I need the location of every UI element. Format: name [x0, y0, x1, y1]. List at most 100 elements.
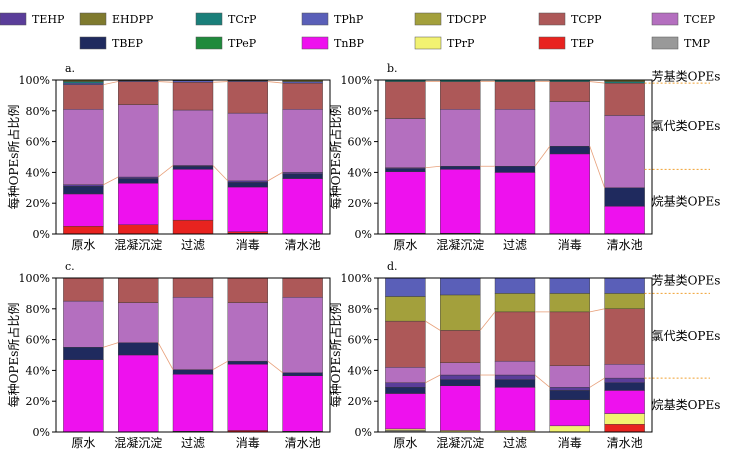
bar-segment-TCrP [63, 81, 104, 84]
x-category-label: 清水池 [285, 238, 321, 252]
bar-过滤 [494, 79, 536, 235]
connector-line [212, 81, 228, 83]
bar-清水池 [604, 79, 645, 235]
bar-segment-TCEP [549, 101, 590, 147]
bar-segment-TBEP [385, 387, 426, 394]
plot-frame [377, 79, 653, 235]
connector-line [534, 374, 551, 388]
y-tick-label: 60% [348, 334, 372, 347]
bar-segment-TEP [63, 226, 104, 235]
legend-item: TPeP [195, 36, 257, 50]
y-axis-label: 每种OPEs所占比例 [328, 303, 343, 408]
bar-原水 [63, 79, 104, 235]
legend: EHDPP TCrP TPhP TDCPP TCPP TCEP TEHP TBEP TPeP Tn… [0, 12, 716, 50]
legend-swatch [538, 36, 566, 50]
bar-segment-TBEP [117, 178, 159, 184]
x-category-label: 过滤 [503, 238, 527, 252]
panel-letter: b. [387, 62, 398, 75]
bar-segment-TEHP [63, 184, 104, 187]
x-category-label: 混凝沉淀 [436, 237, 484, 252]
bar-segment-TnBP [282, 375, 323, 432]
y-tick-label: 40% [348, 166, 372, 179]
x-category-label: 过滤 [181, 436, 205, 450]
bar-segment-TBEP [282, 372, 323, 376]
bar-segment-TnBP [604, 390, 645, 414]
x-category-label: 原水 [393, 238, 417, 252]
bar-segment-TnBP [117, 182, 159, 225]
x-category-label: 原水 [393, 436, 417, 450]
connector-line [589, 308, 605, 313]
connector-line [267, 360, 283, 374]
bar-消毒 [549, 277, 590, 433]
y-tick-label: 80% [26, 105, 50, 118]
legend-label: TCrP [228, 13, 257, 26]
bar-混凝沉淀 [440, 79, 481, 235]
legend-item: TnBP [301, 36, 365, 50]
bar-消毒 [227, 277, 269, 433]
connector-line [103, 81, 119, 86]
bar-segment-TCPP [117, 81, 159, 105]
legend-label: TnBP [334, 37, 365, 50]
bar-segment-TnBP [172, 169, 214, 221]
legend-label: EHDPP [112, 13, 154, 26]
bar-segment-TBEP [604, 187, 645, 207]
legend-label: TPhP [334, 13, 364, 26]
bar-segment-TCEP [385, 118, 426, 168]
legend-item: TCEP [651, 12, 716, 26]
connector-line [157, 342, 174, 370]
connector-line [589, 377, 605, 388]
bar-segment-TEP [227, 231, 269, 234]
connector-line [212, 360, 228, 370]
legend-item: TEP [538, 36, 594, 50]
bar-segment-TEHP [549, 387, 590, 391]
group-label-chlorinated: 氯代类OPEs [652, 329, 721, 343]
y-tick-label: 40% [26, 364, 50, 377]
legend-item: EHDPP [79, 12, 154, 26]
bar-segment-TnBP [549, 153, 590, 235]
legend-label: TPeP [228, 37, 257, 50]
bar-segment-TPhP [63, 82, 104, 85]
bar-segment-TCEP [227, 302, 269, 362]
legend-swatch [301, 36, 329, 50]
bar-segment-TnBP [494, 387, 536, 431]
bar-segment-TCEP [63, 109, 104, 185]
legend-item: TEHP [0, 12, 65, 26]
bar-segment-TCPP [172, 82, 214, 111]
y-axis-label: 每种OPEs所占比例 [6, 303, 21, 408]
legend-swatch [651, 36, 679, 50]
legend-swatch [538, 12, 566, 26]
bar-segment-TnBP [494, 172, 536, 235]
bar-segment-TDCPP [385, 296, 426, 322]
plot-frame [55, 79, 331, 235]
y-axis-label: 每种OPEs所占比例 [6, 105, 21, 210]
legend-item: TMP [651, 36, 711, 50]
connector-line [158, 81, 174, 83]
bar-segment-TBEP [227, 360, 269, 365]
bar-segment-TCPP [282, 82, 323, 110]
connector-line [479, 311, 496, 331]
legend-swatch [79, 36, 107, 50]
bar-segment-TCEP [549, 365, 590, 388]
legend-label: TDCPP [447, 13, 487, 26]
bar-segment-TCEP [385, 367, 426, 383]
bar-segment-TCrP [604, 81, 645, 84]
legend-label: TEHP [32, 13, 65, 26]
legend-swatch [414, 12, 442, 26]
x-category-label: 原水 [71, 436, 95, 450]
bar-过滤 [172, 79, 214, 235]
bar-消毒 [227, 79, 269, 235]
x-category-label: 原水 [71, 238, 95, 252]
bar-segment-TCPP [604, 82, 645, 116]
bar-segment-TnBP [63, 193, 104, 227]
y-tick-label: 60% [26, 136, 50, 149]
panel-letter: c. [65, 260, 75, 273]
bar-segment-TBEP [227, 182, 269, 188]
bar-segment-TCEP [63, 300, 104, 348]
bar-segment-TPhP [604, 277, 645, 294]
bar-segment-TnBP [385, 393, 426, 430]
bar-segment-TEP [172, 219, 214, 235]
y-tick-label: 80% [26, 303, 50, 316]
x-category-label: 混凝沉淀 [436, 435, 484, 450]
bar-segment-TEHP [385, 382, 426, 388]
